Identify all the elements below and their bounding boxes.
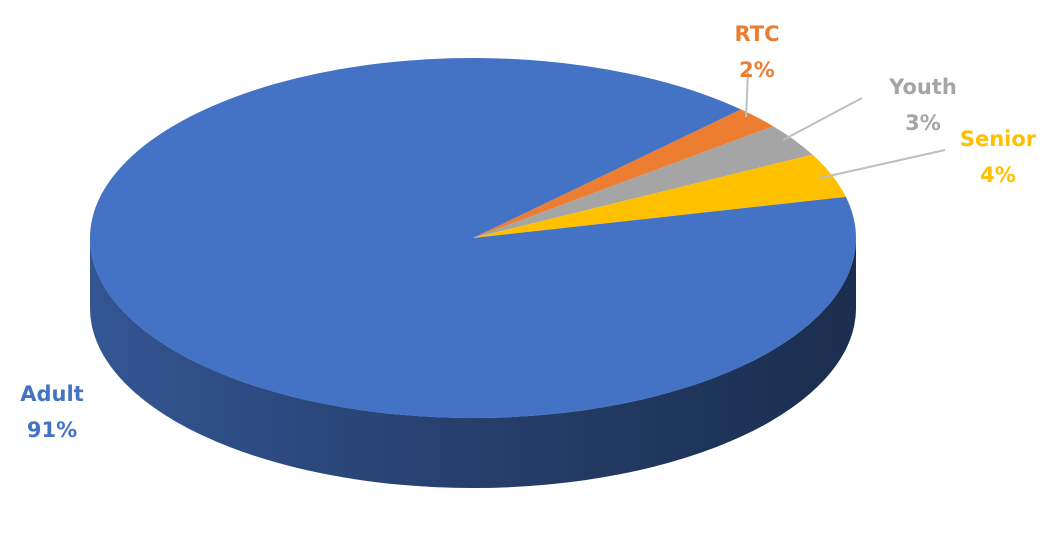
slice-side-shade (90, 238, 856, 488)
data-label-name: Senior (960, 127, 1037, 151)
slice (473, 126, 813, 238)
slice (473, 154, 846, 238)
leader-line (819, 149, 946, 179)
data-label-value: 2% (739, 58, 775, 82)
data-label-value: 91% (27, 418, 77, 442)
leader-line (745, 71, 749, 118)
slice (473, 109, 774, 238)
data-label-name: Adult (20, 382, 83, 406)
data-label-value: 4% (980, 163, 1016, 187)
data-label-value: 3% (905, 111, 941, 135)
leader-line (782, 97, 863, 141)
data-label-name: RTC (735, 22, 780, 46)
slice (90, 58, 857, 419)
data-label-name: Youth (888, 75, 957, 99)
